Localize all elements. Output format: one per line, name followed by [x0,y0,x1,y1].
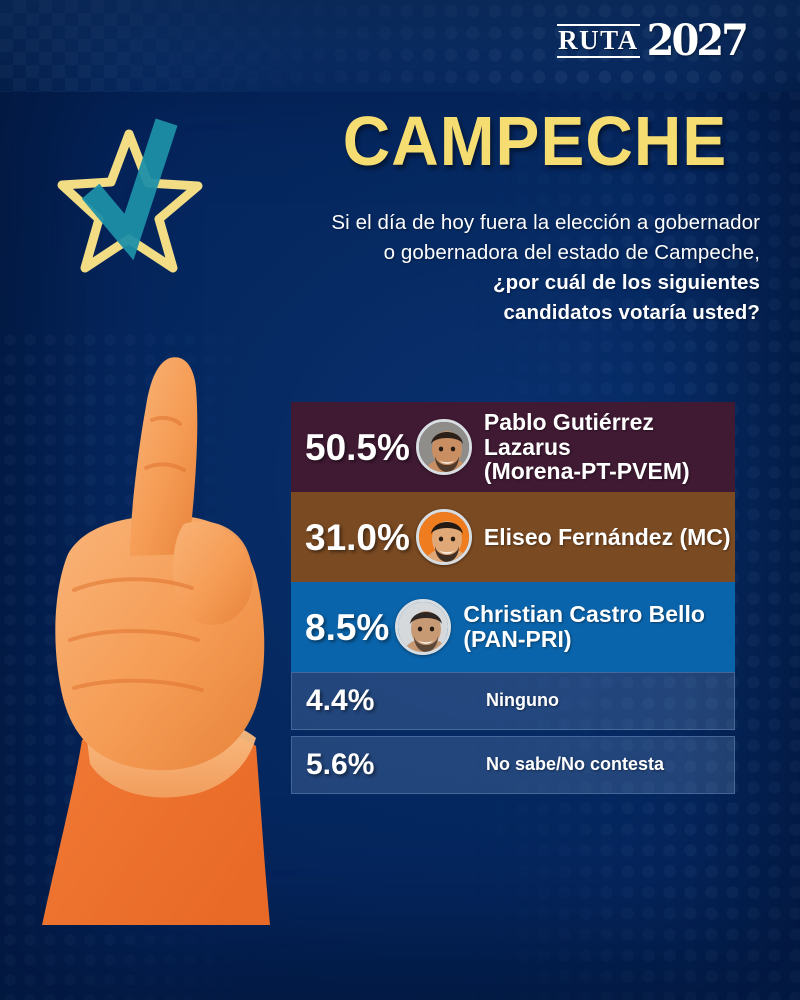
candidate-name: Ninguno [486,690,559,711]
result-row: 31.0% Eliseo Fernández (MC) [291,492,735,582]
question-line-3: ¿por cuál de los siguientes [493,271,760,294]
star-check-graphic [55,112,205,282]
candidate-name: Eliseo Fernández (MC) [483,523,731,550]
star-outline-icon [57,118,203,273]
result-row: 4.4% Ninguno [291,672,735,730]
poll-question: Si el día de hoy fuera la elección a gob… [262,208,760,328]
result-row: 5.6% No sabe/No contesta [291,736,735,794]
result-label: Ninguno [486,690,559,711]
page-title: CAMPECHE [300,107,770,176]
candidate-name: Christian Castro Bello [463,601,705,628]
header-band [0,0,800,92]
ruta-2027-logo: RUTA 2027 [557,15,749,66]
result-percentage: 31.0% [305,516,410,558]
header-band-dot-pattern [0,0,800,92]
result-row: 8.5% Christian Castro Bello (PAN-PRI) [291,582,735,672]
avatar-christian-castro-bello [395,599,452,655]
candidate-name: No sabe/No contesta [486,754,665,775]
result-row: 50.5% Pablo Gutiérrez Lazarus (Morena-PT-P… [291,402,735,492]
candidate-party: (Morena-PT-PVEM) [483,458,690,485]
question-line-4: candidatos votaría usted? [503,301,760,324]
result-percentage: 4.4% [306,684,375,717]
result-percentage: 50.5% [305,426,410,468]
candidate-name: Pablo Gutiérrez Lazarus [483,408,654,460]
result-percentage: 5.6% [306,748,375,781]
question-line-2: o gobernadora del estado de Campeche, [383,241,760,264]
state-title-campeche: CAMPECHE [342,103,728,181]
logo-year-2027: 2027 [646,15,749,66]
checkmark-icon [81,118,178,261]
result-label: Christian Castro Bello (PAN-PRI) [463,602,705,652]
poll-results-table: 50.5% Pablo Gutiérrez Lazarus (Morena-PT-P… [291,402,735,794]
result-label: No sabe/No contesta [486,754,665,775]
logo-word-ruta: RUTA [557,24,640,58]
candidate-party: (PAN-PRI) [463,626,572,652]
pointing-hand-icon [42,357,270,925]
avatar-eliseo-fernandez [415,509,472,565]
result-label: Eliseo Fernández (MC) [483,523,731,550]
question-line-1: Si el día de hoy fuera la elección a gob… [331,211,760,234]
result-label: Pablo Gutiérrez Lazarus (Morena-PT-PVEM) [483,408,735,485]
pointing-hand-graphic [34,340,314,925]
result-percentage: 8.5% [305,606,390,648]
avatar-pablo-gutierrez-lazarus [415,419,472,475]
header-band-diamond-pattern [0,0,330,92]
